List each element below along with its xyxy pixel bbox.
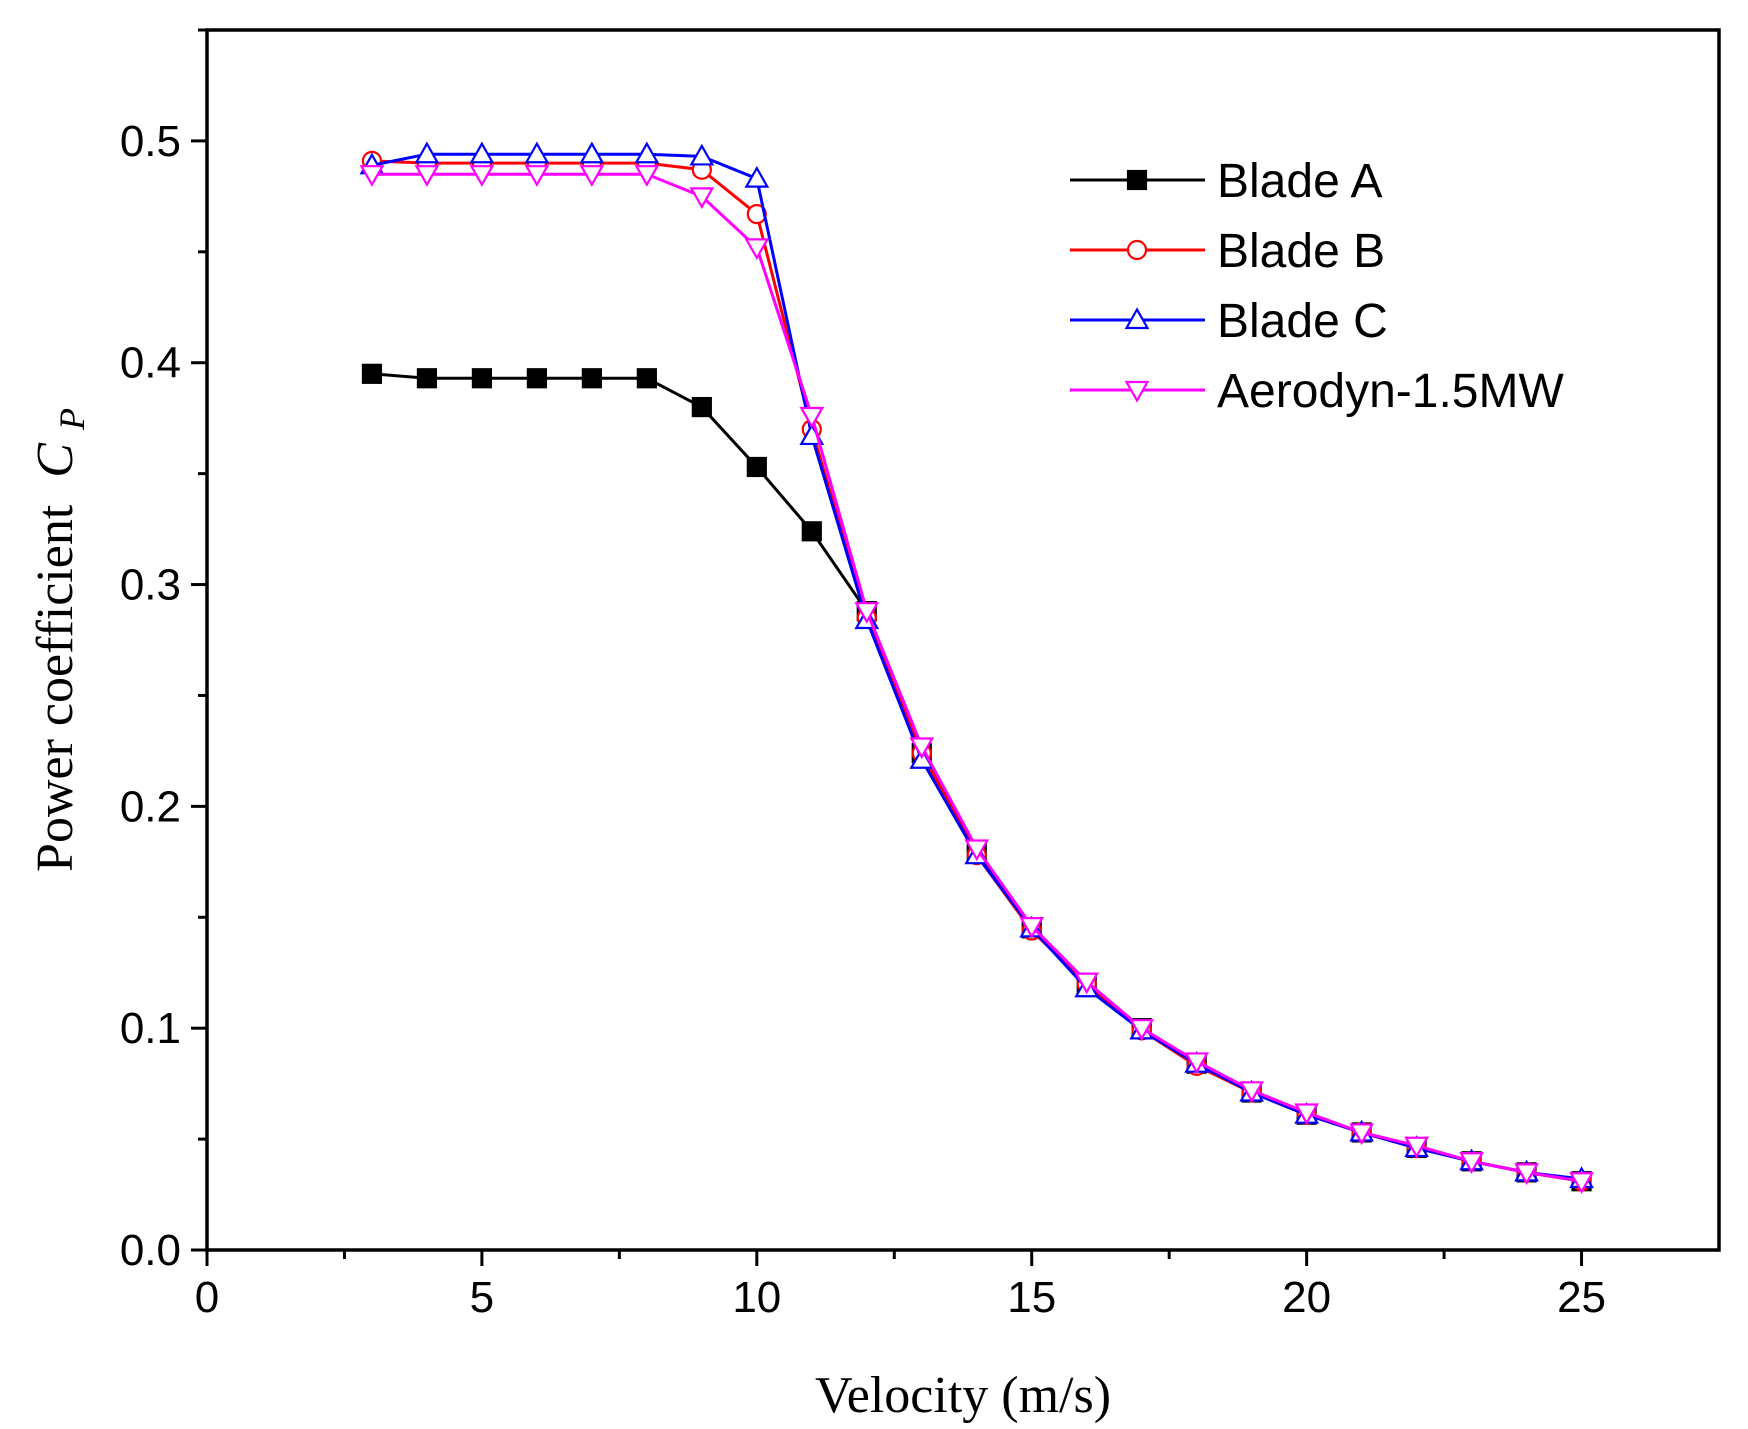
- y-axis-title-symbol: C: [27, 442, 84, 478]
- data-point: [1294, 1103, 1320, 1126]
- data-point: [524, 141, 550, 164]
- y-tick-label: 0.0: [120, 1226, 181, 1275]
- data-point: [636, 368, 657, 389]
- data-point: [361, 363, 383, 384]
- legend-label: Aerodyn-1.5MW: [1217, 365, 1564, 418]
- data-point: [414, 141, 440, 164]
- data-point: [1514, 1163, 1539, 1186]
- legend-entry: Blade B: [1070, 225, 1385, 278]
- data-point: [359, 165, 385, 187]
- data-point: [801, 521, 822, 542]
- data-point: [414, 165, 440, 187]
- legend-entry: Aerodyn-1.5MW: [1070, 365, 1564, 418]
- y-tick-label: 0.2: [120, 782, 181, 831]
- data-point: [526, 368, 547, 389]
- data-point: [1569, 1172, 1594, 1194]
- data-point: [469, 165, 495, 187]
- x-tick-label: 5: [470, 1273, 494, 1322]
- data-point: [689, 187, 715, 210]
- data-point: [579, 141, 605, 164]
- data-point: [1459, 1152, 1484, 1175]
- data-point: [634, 141, 660, 164]
- x-tick-label: 10: [732, 1273, 781, 1322]
- series-layer: [359, 141, 1594, 1194]
- legend-marker: [1124, 380, 1150, 403]
- data-point: [1129, 1019, 1155, 1041]
- data-point: [854, 602, 880, 624]
- y-tick-label: 0.1: [120, 1004, 181, 1053]
- data-point: [799, 406, 825, 429]
- data-point: [689, 143, 715, 166]
- legend-entry: Blade C: [1070, 295, 1388, 348]
- data-point: [744, 165, 770, 188]
- y-tick-label: 0.4: [120, 339, 181, 388]
- data-point: [634, 165, 660, 187]
- series-aerodyn-1-5mw: [359, 165, 1594, 1194]
- data-point: [524, 165, 550, 187]
- legend-entry: Blade A: [1070, 155, 1382, 208]
- data-point: [1404, 1136, 1429, 1159]
- data-point: [1184, 1052, 1210, 1075]
- data-point: [1019, 917, 1045, 939]
- legend-marker: [1126, 239, 1148, 261]
- legend-label: Blade B: [1217, 225, 1385, 278]
- data-point: [691, 396, 712, 418]
- y-axis-title: Power coefficient C P: [27, 408, 92, 872]
- legend-marker: [1124, 307, 1150, 330]
- data-point: [744, 238, 770, 261]
- data-point: [1349, 1123, 1375, 1146]
- data-point: [579, 165, 605, 187]
- data-point: [1074, 972, 1100, 995]
- plot-frame: [205, 28, 1721, 1252]
- legend: Blade A Blade B Blade C Aerodyn-1.5MW: [1070, 155, 1564, 418]
- legend-label: Blade A: [1217, 155, 1382, 208]
- x-tick-label: 25: [1557, 1273, 1606, 1322]
- data-point: [471, 368, 493, 389]
- x-tick-label: 15: [1007, 1273, 1056, 1322]
- legend-label: Blade C: [1217, 295, 1388, 348]
- data-point: [964, 839, 990, 862]
- legend-marker: [1126, 169, 1148, 191]
- axis-ticks: 0 5 10 15 20 25 0.0 0.1 0.2 0.3 0.4 0.5: [120, 28, 1606, 1322]
- y-tick-label: 0.5: [120, 117, 181, 166]
- x-tick-label: 0: [195, 1273, 219, 1322]
- y-axis-title-subscript: P: [52, 408, 92, 431]
- y-tick-label: 0.3: [120, 561, 181, 610]
- data-point: [909, 737, 935, 760]
- data-point: [1239, 1081, 1265, 1104]
- x-axis-title: Velocity (m/s): [815, 1367, 1111, 1424]
- data-point: [416, 368, 438, 389]
- data-point: [581, 368, 602, 389]
- data-point: [746, 456, 767, 478]
- x-tick-label: 20: [1282, 1273, 1331, 1322]
- data-point: [469, 141, 495, 164]
- y-axis-title-text: Power coefficient: [27, 504, 84, 872]
